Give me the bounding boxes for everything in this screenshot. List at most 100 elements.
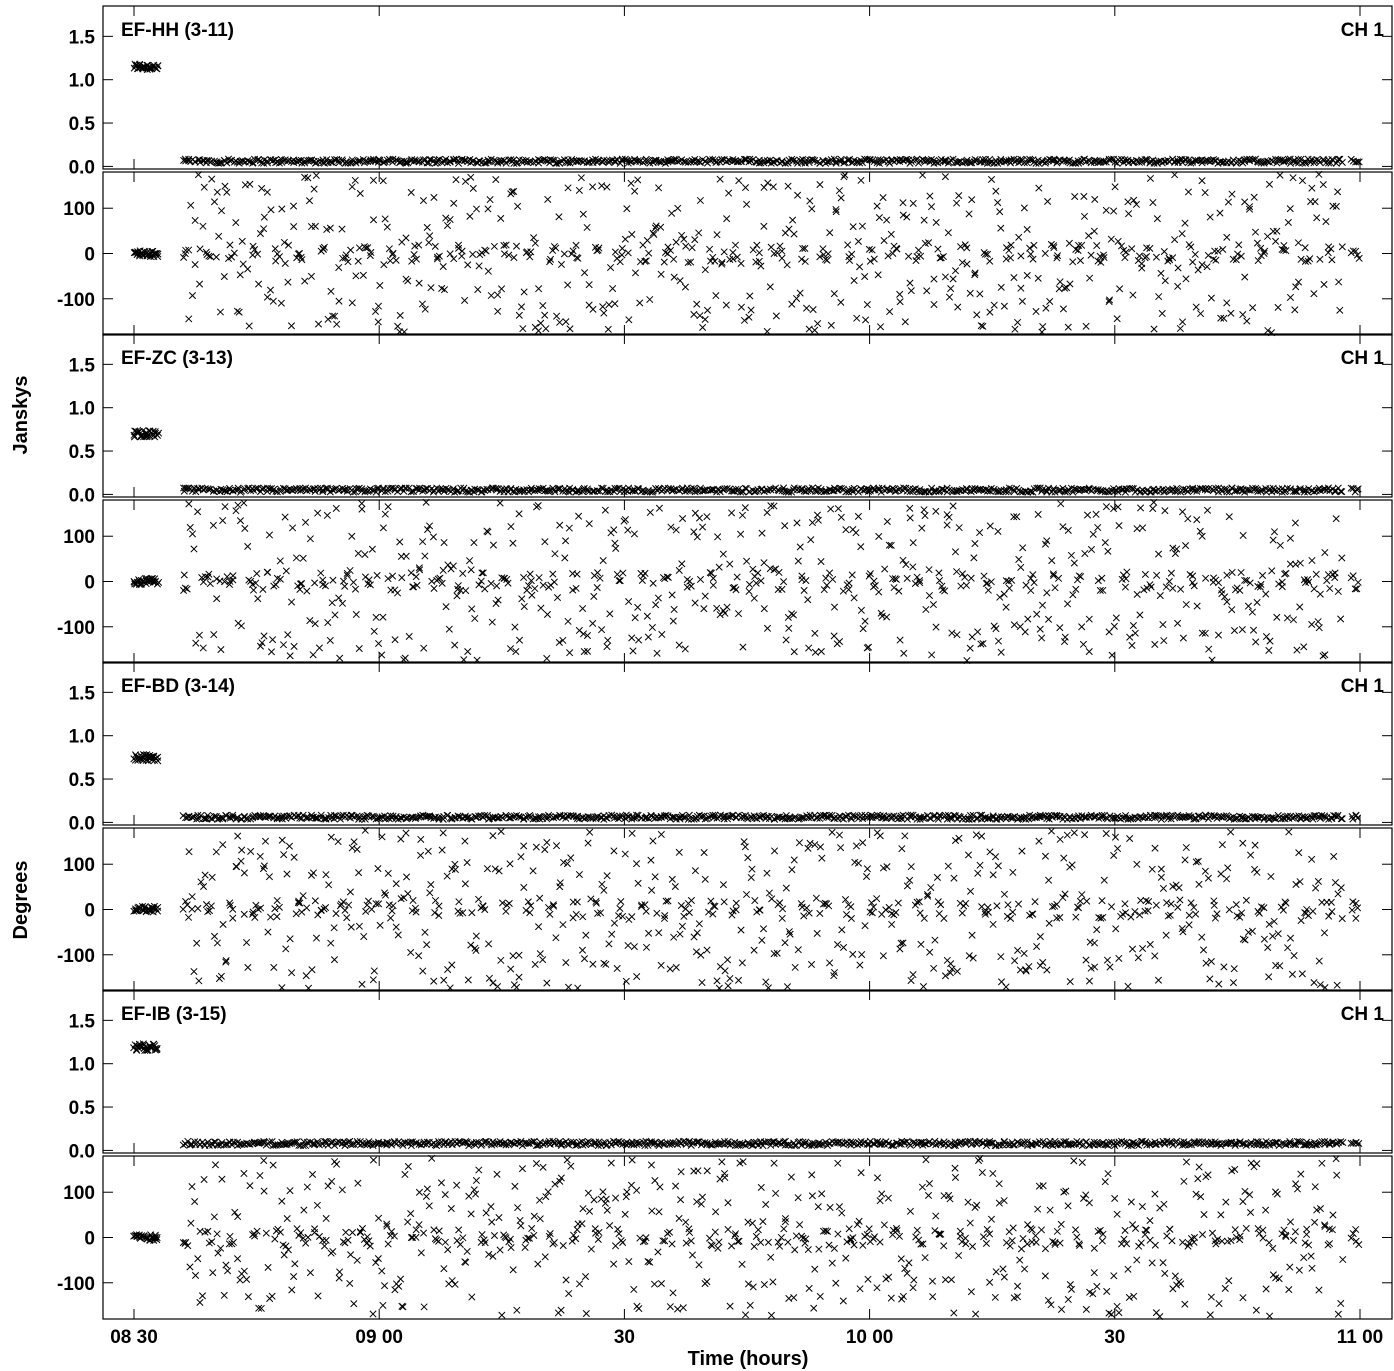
data-point xyxy=(391,636,399,644)
data-point xyxy=(285,842,294,850)
data-point xyxy=(331,312,339,320)
data-point xyxy=(251,913,259,921)
data-point xyxy=(343,485,351,493)
data-point xyxy=(270,963,278,971)
data-point xyxy=(1167,815,1175,823)
data-point xyxy=(347,923,355,931)
data-point xyxy=(258,184,266,193)
data-point xyxy=(994,487,1003,495)
data-point xyxy=(987,578,995,586)
data-point xyxy=(641,569,649,577)
data-point xyxy=(974,628,982,636)
data-point xyxy=(311,579,319,587)
data-point xyxy=(758,936,766,944)
data-point xyxy=(407,188,415,196)
data-point xyxy=(862,316,870,324)
data-point xyxy=(1032,159,1040,167)
data-point xyxy=(718,156,726,164)
data-point xyxy=(252,901,260,909)
data-point xyxy=(282,945,290,953)
data-point xyxy=(278,836,286,844)
data-point xyxy=(1278,488,1286,496)
data-point xyxy=(875,213,883,222)
data-point xyxy=(961,573,969,581)
data-point xyxy=(379,177,387,185)
data-point xyxy=(664,243,672,251)
data-point xyxy=(1036,625,1044,633)
data-point xyxy=(1228,190,1236,198)
data-point xyxy=(1214,247,1222,255)
data-point xyxy=(1225,513,1233,521)
data-point xyxy=(415,813,423,821)
data-point xyxy=(1201,867,1209,875)
data-point xyxy=(1280,157,1288,165)
data-point xyxy=(565,524,573,532)
data-point xyxy=(369,976,377,984)
data-point xyxy=(392,880,400,888)
data-point xyxy=(419,156,428,164)
data-point xyxy=(693,300,701,308)
data-point xyxy=(299,892,307,900)
data-point xyxy=(631,614,639,622)
data-point xyxy=(536,815,544,823)
data-point xyxy=(969,954,977,962)
data-point xyxy=(619,569,627,577)
data-point xyxy=(947,284,955,293)
data-point xyxy=(213,1230,221,1238)
data-point xyxy=(502,907,510,915)
data-point xyxy=(500,241,508,250)
data-point xyxy=(381,215,389,223)
data-point xyxy=(896,945,904,953)
data-point xyxy=(745,313,753,321)
data-point xyxy=(852,529,860,537)
data-point xyxy=(1000,590,1008,598)
data-point xyxy=(897,939,905,947)
data-point xyxy=(289,202,298,210)
data-point xyxy=(549,570,557,578)
data-point xyxy=(829,575,837,583)
data-point xyxy=(355,244,364,252)
data-point xyxy=(1202,574,1210,582)
data-point xyxy=(1337,615,1345,623)
data-point xyxy=(362,907,370,916)
data-point xyxy=(213,575,221,583)
data-point xyxy=(155,429,163,437)
data-point xyxy=(1009,908,1017,916)
data-point xyxy=(535,923,543,931)
data-point xyxy=(410,251,418,259)
data-point xyxy=(906,514,914,522)
data-point xyxy=(286,652,294,660)
data-point xyxy=(527,248,535,256)
amp-y-tick-label: 0.5 xyxy=(69,1098,96,1119)
data-point xyxy=(641,901,649,909)
data-point xyxy=(213,815,221,823)
data-point xyxy=(1273,227,1281,235)
data-point xyxy=(1051,584,1059,592)
data-point xyxy=(453,592,461,600)
data-point xyxy=(1174,619,1182,627)
data-point xyxy=(435,902,443,910)
data-point xyxy=(244,1293,252,1301)
data-point xyxy=(351,585,360,593)
data-point xyxy=(223,573,231,581)
data-point xyxy=(196,245,204,253)
data-point xyxy=(235,308,243,316)
data-point xyxy=(830,968,839,977)
data-point xyxy=(691,599,699,607)
data-point xyxy=(754,486,762,494)
data-point xyxy=(506,645,515,653)
data-point xyxy=(997,155,1005,163)
data-point xyxy=(618,155,626,163)
data-point xyxy=(182,1238,190,1246)
data-point xyxy=(517,853,525,861)
data-point xyxy=(496,499,504,507)
data-point xyxy=(1276,962,1284,970)
data-point xyxy=(664,812,672,820)
data-point xyxy=(1019,544,1027,552)
data-point xyxy=(1101,538,1109,547)
data-point xyxy=(790,648,798,656)
data-point xyxy=(1351,585,1359,593)
data-point xyxy=(249,908,257,916)
data-point xyxy=(1137,504,1145,512)
data-point xyxy=(863,301,871,309)
